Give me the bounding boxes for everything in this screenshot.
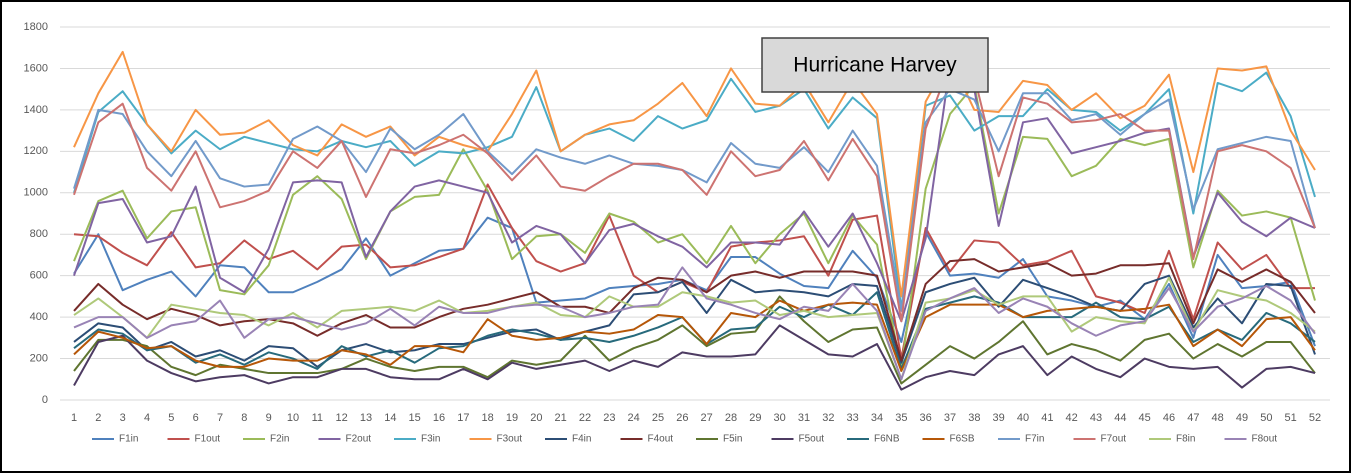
y-tick-label: 1200 — [24, 145, 48, 157]
x-tick-label: 31 — [798, 412, 810, 424]
x-tick-label: 5 — [168, 412, 174, 424]
x-tick-label: 27 — [701, 412, 713, 424]
x-tick-label: 6 — [193, 412, 199, 424]
x-tick-label: 15 — [409, 412, 421, 424]
legend-label: F7out — [1101, 434, 1127, 445]
x-tick-label: 10 — [287, 412, 299, 424]
x-tick-label: 3 — [120, 412, 126, 424]
x-tick-label: 4 — [144, 412, 150, 424]
series-line — [73, 324, 1316, 391]
legend-label: F8out — [1252, 434, 1278, 445]
x-tick-label: 50 — [1260, 412, 1272, 424]
legend-label: F6SB — [950, 434, 975, 445]
series-line — [73, 71, 1316, 310]
x-tick-label: 8 — [241, 412, 247, 424]
series-line — [73, 258, 1316, 362]
x-tick-label: 23 — [603, 412, 615, 424]
series-line — [73, 63, 1316, 323]
legend-label: F3out — [497, 434, 523, 445]
x-tick-label: 21 — [555, 412, 567, 424]
x-tick-label: 44 — [1114, 412, 1126, 424]
x-tick-label: 47 — [1187, 412, 1199, 424]
x-tick-label: 29 — [749, 412, 761, 424]
x-tick-label: 25 — [652, 412, 664, 424]
x-tick-label: 33 — [847, 412, 859, 424]
legend-label: F4out — [648, 434, 674, 445]
x-tick-label: 22 — [579, 412, 591, 424]
legend-label: F2in — [270, 434, 289, 445]
legend-label: F5in — [723, 434, 742, 445]
y-tick-label: 400 — [30, 311, 48, 323]
x-tick-label: 11 — [312, 412, 323, 424]
legend-label: F4in — [572, 434, 591, 445]
series-line — [73, 84, 1316, 370]
x-tick-label: 14 — [384, 412, 396, 424]
x-tick-label: 9 — [266, 412, 272, 424]
x-tick-label: 18 — [482, 412, 494, 424]
y-tick-label: 1800 — [24, 21, 48, 33]
x-tick-label: 1 — [71, 412, 77, 424]
x-tick-label: 41 — [1041, 412, 1053, 424]
x-tick-label: 51 — [1285, 412, 1297, 424]
y-tick-label: 1600 — [24, 62, 48, 74]
x-tick-label: 42 — [1066, 412, 1078, 424]
x-tick-label: 34 — [871, 412, 883, 424]
series-line — [73, 295, 1316, 385]
x-tick-label: 48 — [1212, 412, 1224, 424]
legend-label: F7in — [1025, 434, 1044, 445]
x-tick-label: 37 — [944, 412, 956, 424]
legend-label: F3in — [421, 434, 440, 445]
x-tick-label: 26 — [676, 412, 688, 424]
y-tick-label: 800 — [30, 228, 48, 240]
x-tick-label: 32 — [822, 412, 834, 424]
legend-label: F2out — [346, 434, 372, 445]
x-tick-label: 2 — [95, 412, 101, 424]
y-tick-label: 200 — [30, 352, 48, 364]
x-tick-label: 28 — [725, 412, 737, 424]
x-tick-label: 17 — [457, 412, 469, 424]
series-line — [73, 299, 1316, 372]
legend-label: F8in — [1176, 434, 1195, 445]
x-tick-label: 19 — [506, 412, 518, 424]
x-tick-label: 52 — [1309, 412, 1321, 424]
x-tick-label: 30 — [774, 412, 786, 424]
x-tick-label: 46 — [1163, 412, 1175, 424]
x-tick-label: 24 — [628, 412, 640, 424]
legend-label: F5out — [799, 434, 825, 445]
series-line — [73, 50, 1316, 298]
x-tick-label: 45 — [1139, 412, 1151, 424]
x-tick-label: 16 — [433, 412, 445, 424]
legend-label: F1out — [195, 434, 221, 445]
x-tick-label: 12 — [336, 412, 348, 424]
x-tick-label: 20 — [530, 412, 542, 424]
x-tick-label: 36 — [920, 412, 932, 424]
x-tick-label: 13 — [360, 412, 372, 424]
y-tick-label: 1400 — [24, 104, 48, 116]
y-tick-label: 0 — [42, 394, 48, 406]
series-line — [73, 276, 1316, 381]
legend-label: F6NB — [874, 434, 900, 445]
series-line — [73, 88, 1316, 312]
x-tick-label: 49 — [1236, 412, 1248, 424]
y-tick-label: 600 — [30, 270, 48, 282]
legend-label: F1in — [119, 434, 138, 445]
x-tick-label: 39 — [993, 412, 1005, 424]
y-tick-label: 1000 — [24, 187, 48, 199]
x-tick-label: 43 — [1090, 412, 1102, 424]
x-tick-label: 7 — [217, 412, 223, 424]
x-tick-label: 35 — [895, 412, 907, 424]
x-tick-label: 40 — [1017, 412, 1029, 424]
series-line — [73, 266, 1316, 381]
series-line — [73, 63, 1316, 323]
annotation: Hurricane Harvey — [793, 54, 957, 77]
x-tick-label: 38 — [968, 412, 980, 424]
annotation-box — [761, 37, 989, 93]
